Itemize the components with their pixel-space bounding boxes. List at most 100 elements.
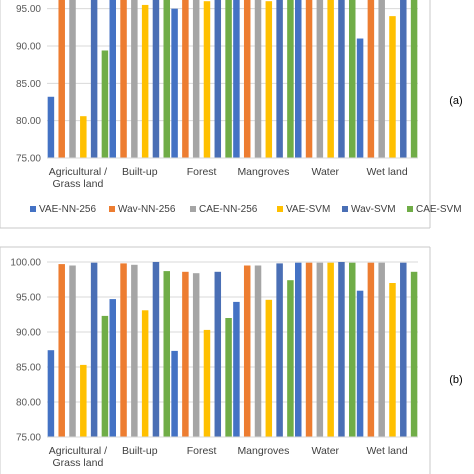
bar-cae-nn-256 bbox=[316, 0, 324, 158]
bar-vae-nn-256 bbox=[47, 350, 55, 437]
bar-vae-nn-256 bbox=[109, 299, 116, 437]
bar-cae-nn-256 bbox=[69, 265, 76, 437]
bar-cae-svm bbox=[163, 0, 170, 158]
bar-vae-nn-256 bbox=[295, 262, 302, 437]
bar-wav-svm bbox=[276, 263, 283, 437]
bar-vae-svm bbox=[389, 16, 396, 158]
chart-b: 75.00 80.00 85.00 90.00 95.00 100.00 Agricultu… bbox=[10, 258, 462, 470]
bar-wav-svm bbox=[338, 262, 345, 437]
bar-cae-svm bbox=[349, 0, 356, 158]
legend-entry: VAE-SVM bbox=[286, 204, 330, 215]
bar-wav-svm bbox=[400, 262, 407, 437]
bar-vae-nn-256 bbox=[171, 350, 178, 437]
panel-label: (b) bbox=[449, 374, 462, 386]
legend-swatch bbox=[342, 206, 348, 212]
bar-vae-svm bbox=[265, 299, 273, 437]
legend-swatch bbox=[30, 206, 36, 212]
bar-vae-svm bbox=[80, 364, 87, 437]
bar-wav-nn-256 bbox=[182, 0, 189, 158]
bar-wav-nn-256 bbox=[305, 0, 313, 158]
y-tick-label: 75.00 bbox=[16, 154, 41, 165]
x-category-label: Mangroves bbox=[237, 445, 289, 457]
bar-wav-nn-256 bbox=[367, 0, 375, 158]
bar-vae-svm bbox=[265, 1, 273, 158]
bar-cae-svm bbox=[410, 271, 418, 437]
bar-vae-svm bbox=[327, 0, 334, 158]
category-line: Agricultural / bbox=[49, 445, 107, 457]
legend-entry: VAE-NN-256 bbox=[39, 204, 96, 215]
bar-cae-svm bbox=[287, 0, 294, 158]
bar-cae-svm bbox=[287, 280, 294, 437]
bar-vae-svm bbox=[203, 329, 211, 437]
bar-cae-nn-256 bbox=[378, 0, 385, 158]
y-tick-label: 85.00 bbox=[16, 79, 41, 90]
x-category-label: Mangroves bbox=[237, 166, 289, 178]
bar-wav-svm bbox=[400, 0, 407, 158]
y-tick-label: 85.00 bbox=[16, 363, 41, 374]
bars bbox=[47, 0, 418, 158]
x-category-label: Agricultural / Grass land bbox=[49, 445, 107, 469]
category-line: Grass land bbox=[53, 457, 104, 469]
x-category-label: Built-up bbox=[122, 166, 158, 178]
panel-frames bbox=[0, 0, 431, 474]
bar-wav-svm bbox=[152, 0, 160, 158]
bar-cae-nn-256 bbox=[254, 265, 262, 437]
chart-a: 75.00 80.00 85.00 90.00 95.00 Agricultural / G… bbox=[16, 0, 463, 215]
panel-label: (a) bbox=[449, 95, 462, 107]
bar-wav-nn-256 bbox=[58, 0, 65, 158]
x-category-label: Water bbox=[311, 445, 339, 457]
bar-cae-nn-256 bbox=[131, 264, 138, 437]
x-category-label: Water bbox=[311, 166, 339, 178]
bar-wav-svm bbox=[90, 0, 98, 158]
bar-wav-svm bbox=[214, 0, 222, 158]
legend-entry: Wav-SVM bbox=[351, 204, 396, 215]
category-line: Grass land bbox=[53, 178, 104, 190]
bar-vae-nn-256 bbox=[171, 8, 178, 158]
legend-entry: Wav-NN-256 bbox=[118, 204, 176, 215]
bar-wav-svm bbox=[276, 0, 283, 158]
bar-vae-nn-256 bbox=[356, 290, 364, 437]
legend-entry: CAE-NN-256 bbox=[199, 204, 258, 215]
y-tick-label: 80.00 bbox=[16, 398, 41, 409]
bar-wav-nn-256 bbox=[182, 271, 189, 437]
legend-swatch bbox=[277, 206, 283, 212]
bar-cae-nn-256 bbox=[192, 273, 200, 437]
bar-vae-nn-256 bbox=[233, 301, 240, 437]
bars bbox=[47, 262, 418, 437]
y-tick-label: 95.00 bbox=[16, 4, 41, 15]
bar-vae-nn-256 bbox=[356, 38, 364, 158]
bar-wav-nn-256 bbox=[305, 262, 313, 437]
bar-vae-svm bbox=[141, 310, 149, 437]
x-category-label: Forest bbox=[187, 445, 217, 457]
bar-wav-nn-256 bbox=[120, 263, 127, 437]
y-tick-label: 90.00 bbox=[16, 328, 41, 339]
bar-cae-nn-256 bbox=[316, 262, 324, 437]
bar-vae-nn-256 bbox=[233, 0, 240, 158]
bar-vae-svm bbox=[389, 283, 396, 437]
bar-cae-svm bbox=[410, 0, 418, 158]
bar-cae-svm bbox=[225, 318, 232, 437]
bar-vae-svm bbox=[327, 262, 334, 437]
legend-entry: CAE-SVM bbox=[416, 204, 462, 215]
bar-wav-svm bbox=[90, 262, 98, 437]
legend-swatch bbox=[109, 206, 115, 212]
y-tick-label: 100.00 bbox=[10, 258, 41, 269]
bar-wav-nn-256 bbox=[367, 262, 375, 437]
y-tick-label: 75.00 bbox=[16, 433, 41, 444]
bar-cae-svm bbox=[349, 262, 356, 437]
legend-swatch bbox=[407, 206, 413, 212]
x-category-label: Wet land bbox=[366, 166, 407, 178]
bar-vae-svm bbox=[203, 1, 211, 158]
bar-vae-nn-256 bbox=[109, 0, 116, 158]
bar-vae-svm bbox=[80, 116, 87, 158]
bar-cae-nn-256 bbox=[254, 0, 262, 158]
bar-wav-nn-256 bbox=[58, 264, 65, 437]
legend-swatch bbox=[190, 206, 196, 212]
bar-cae-svm bbox=[163, 271, 170, 437]
x-category-label: Agricultural / Grass land bbox=[49, 166, 107, 190]
bar-cae-nn-256 bbox=[378, 262, 385, 437]
bar-cae-nn-256 bbox=[192, 0, 200, 158]
bar-wav-nn-256 bbox=[243, 0, 251, 158]
x-category-label: Forest bbox=[187, 166, 217, 178]
